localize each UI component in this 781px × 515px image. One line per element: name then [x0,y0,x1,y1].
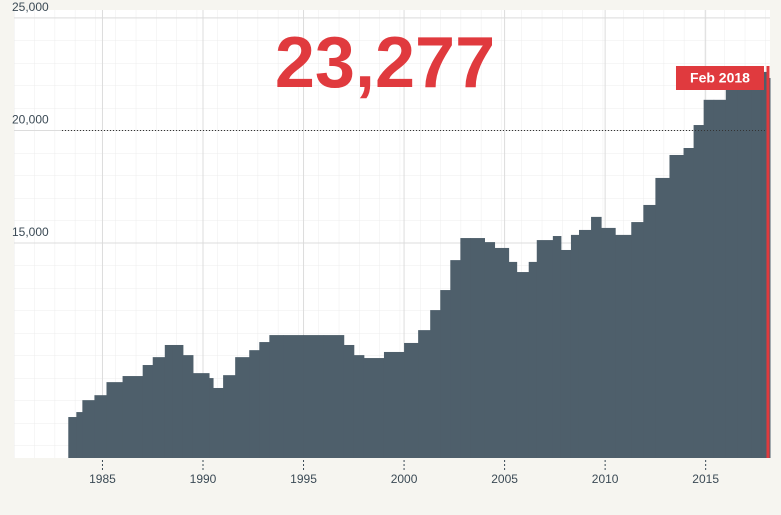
bar [484,242,496,458]
annotation-box [675,66,764,90]
bar [470,238,485,458]
bar [578,229,592,458]
bar [631,222,644,458]
bar [552,236,562,458]
bar [172,344,184,458]
bar [383,351,405,458]
bar [615,234,632,458]
bar [182,355,194,458]
bar [570,234,580,458]
bar [94,395,107,458]
bar [76,412,83,458]
bar [213,387,224,458]
bar [164,344,174,458]
bar [761,71,769,458]
bar [440,290,451,458]
bar [192,373,210,458]
bar [693,125,705,459]
bar [737,80,753,458]
bar [643,204,656,458]
bar [669,154,685,459]
bar [450,260,461,458]
bar [343,344,355,458]
bar [209,378,214,458]
bar [303,335,325,458]
bar [122,376,144,458]
bar [683,148,695,458]
bar [460,238,471,458]
bar [560,249,572,458]
bar [725,89,739,458]
bar [259,342,270,458]
bar [601,227,616,458]
x-tick-label: 1995 [290,472,317,486]
y-tick-label: 15,000 [12,225,49,239]
bar [249,350,260,458]
x-tick-label: 2005 [491,472,518,486]
x-tick-label: 1990 [190,472,217,486]
x-tick-label: 2015 [692,472,719,486]
bar [363,358,385,458]
bar [404,342,419,458]
bar [655,177,670,458]
bar [323,335,345,458]
headline: 23,277 [275,23,495,103]
bar [494,247,510,458]
bar [508,261,518,458]
bar [353,355,365,458]
bar [536,240,554,458]
x-tick-label: 2010 [592,472,619,486]
annotation: Feb 2018 [690,70,750,86]
x-tick-label: 1985 [89,472,116,486]
bar [516,272,530,458]
bar [235,357,250,458]
bar [223,375,236,458]
bar [283,335,305,458]
bar [142,365,154,458]
bar [152,357,166,458]
bar [418,330,431,458]
bar [430,310,441,458]
bar [82,400,95,458]
bar [703,99,715,458]
bar [591,216,602,458]
bar [68,417,77,458]
bar [528,261,538,458]
bar [106,382,124,458]
y-tick-label: 25,000 [12,0,49,14]
x-tick-label: 2000 [391,472,418,486]
y-tick-label: 20,000 [12,113,49,127]
bar [713,99,727,458]
bar [751,71,763,458]
bar [269,335,284,458]
